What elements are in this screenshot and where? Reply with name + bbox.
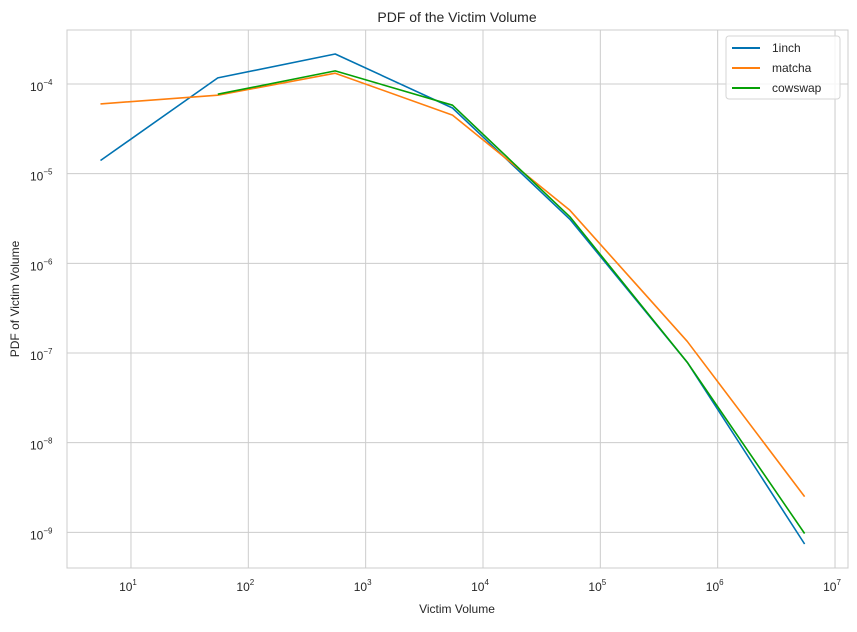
series-line-cowswap (218, 71, 805, 534)
y-tick-label: 10−4 (30, 78, 53, 94)
y-tick-label: 10−7 (30, 347, 53, 363)
x-tick-label: 106 (706, 578, 724, 594)
series-line-1inch (101, 54, 805, 544)
x-tick-label: 105 (588, 578, 606, 594)
legend-label-1inch: 1inch (772, 41, 801, 55)
series-line-matcha (101, 73, 805, 496)
series-lines (100, 54, 804, 544)
x-tick-label: 103 (354, 578, 372, 594)
x-tick-label: 107 (823, 578, 841, 594)
x-axis-label: Victim Volume (419, 602, 495, 616)
y-tick-label: 10−9 (30, 526, 53, 542)
chart-title: PDF of the Victim Volume (377, 9, 536, 25)
x-tick-label: 104 (471, 578, 489, 594)
y-tick-labels: 10−4 10−5 10−6 10−7 10−8 10−9 (30, 78, 53, 542)
y-tick-label: 10−6 (30, 257, 53, 273)
y-axis-label: PDF of Victim Volume (8, 240, 22, 357)
x-tick-label: 102 (236, 578, 254, 594)
legend: 1inch matcha cowswap (726, 36, 840, 99)
y-tick-label: 10−8 (30, 437, 53, 453)
legend-label-matcha: matcha (772, 61, 812, 75)
y-tick-label: 10−5 (30, 168, 53, 184)
x-tick-label: 101 (119, 578, 137, 594)
legend-label-cowswap: cowswap (772, 81, 822, 95)
x-tick-labels: 101 102 103 104 105 106 107 (119, 578, 841, 594)
